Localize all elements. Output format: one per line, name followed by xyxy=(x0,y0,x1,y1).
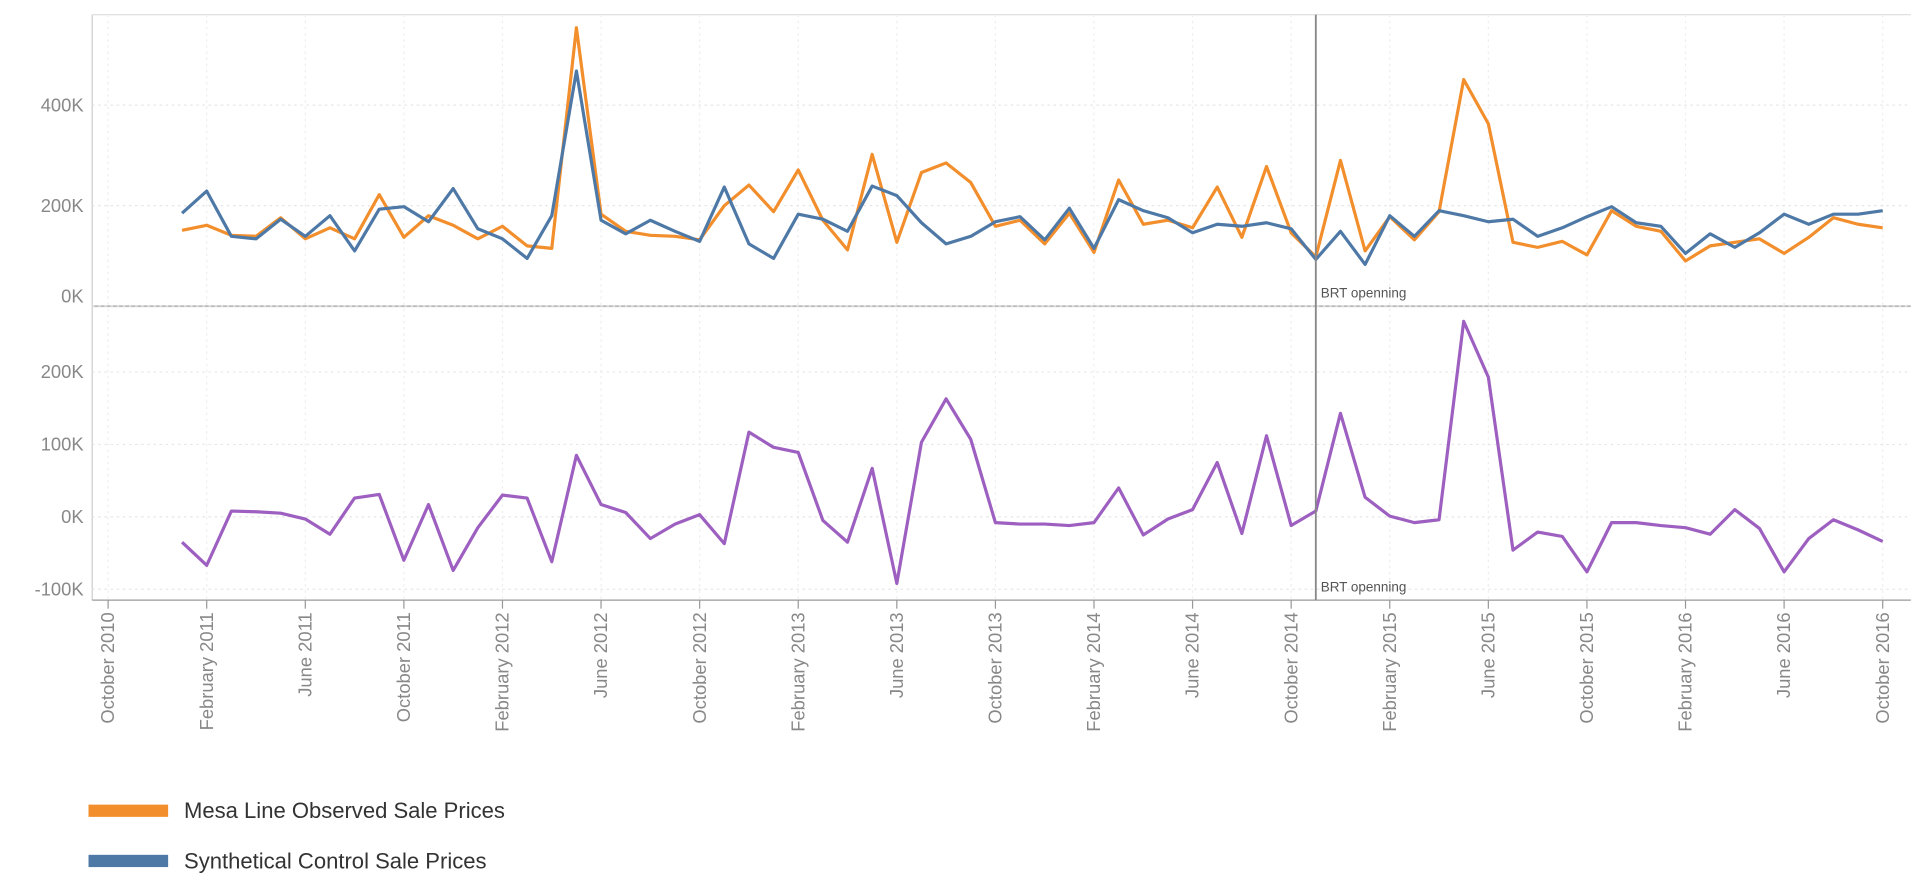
x-tick-label: February 2013 xyxy=(787,612,808,731)
x-tick-label: October 2012 xyxy=(689,612,710,723)
annotation-label: BRT openning xyxy=(1321,286,1407,301)
x-tick-label: February 2012 xyxy=(492,612,513,731)
x-tick-label: October 2016 xyxy=(1872,612,1893,723)
legend-label: Mesa Line Observed Sale Prices xyxy=(184,798,505,823)
x-tick-label: October 2011 xyxy=(393,612,414,722)
y-tick-label: 0K xyxy=(61,506,84,527)
data-line xyxy=(181,26,1883,263)
x-tick-label: February 2015 xyxy=(1379,612,1400,731)
y-tick-label: 200K xyxy=(41,361,85,382)
annotation-label: BRT openning xyxy=(1321,580,1407,595)
y-tick-label: -100K xyxy=(35,578,85,599)
y-tick-label: 100K xyxy=(41,434,85,455)
data-line xyxy=(180,319,1884,586)
x-tick-label: June 2016 xyxy=(1773,612,1794,698)
legend-label: Synthetical Control Sale Prices xyxy=(184,848,486,873)
y-tick-label: 200K xyxy=(41,195,85,216)
x-tick-label: October 2013 xyxy=(985,612,1006,723)
y-tick-label: 400K xyxy=(41,94,85,115)
x-tick-label: October 2010 xyxy=(97,612,118,723)
legend-swatch xyxy=(88,804,169,817)
x-tick-label: June 2014 xyxy=(1182,612,1203,698)
x-tick-label: October 2014 xyxy=(1280,612,1301,723)
x-tick-label: October 2015 xyxy=(1576,612,1597,723)
data-line xyxy=(180,69,1883,267)
x-tick-label: February 2016 xyxy=(1675,612,1696,731)
x-tick-label: February 2014 xyxy=(1083,612,1104,731)
x-tick-label: June 2013 xyxy=(886,612,907,698)
y-tick-label: 0K xyxy=(61,285,84,306)
legend-swatch xyxy=(88,854,169,868)
x-tick-label: June 2015 xyxy=(1477,612,1498,698)
x-tick-label: June 2011 xyxy=(294,612,315,696)
x-tick-label: June 2012 xyxy=(590,612,611,698)
x-tick-label: February 2011 xyxy=(196,612,217,730)
